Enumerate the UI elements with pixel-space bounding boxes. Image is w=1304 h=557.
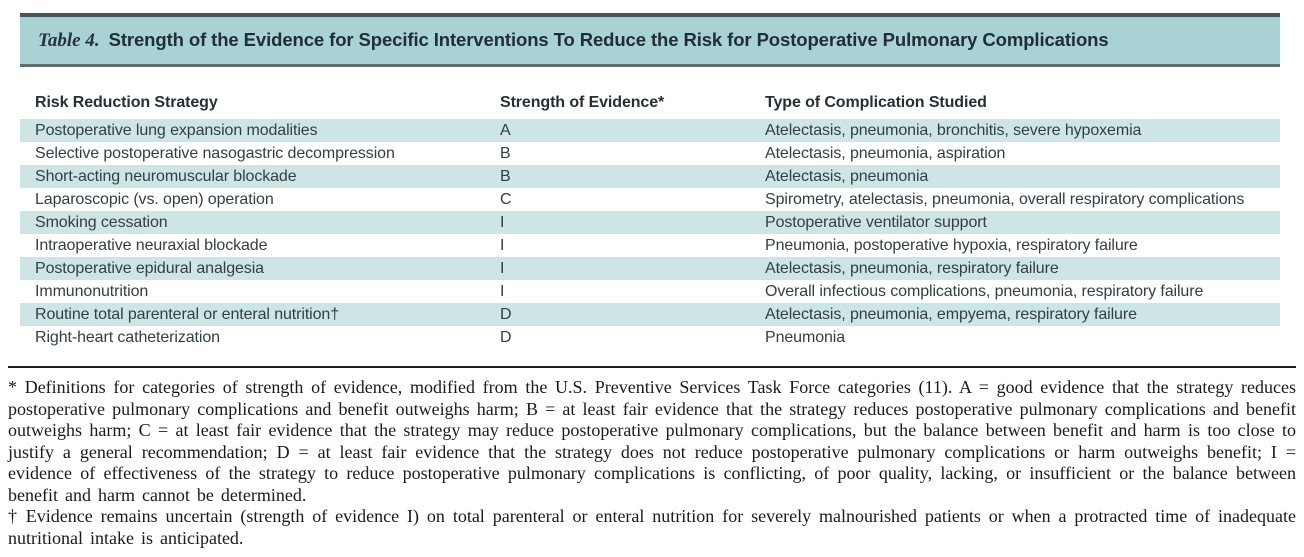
table-row: Short-acting neuromuscular blockade B At… xyxy=(20,165,1280,188)
cell-strategy: Routine total parenteral or enteral nutr… xyxy=(35,306,340,323)
cell-evidence: B xyxy=(500,168,511,185)
cell-strategy: Postoperative lung expansion modalities xyxy=(35,122,318,139)
cell-complication: Postoperative ventilator support xyxy=(765,214,987,231)
cell-complication: Atelectasis, pneumonia, aspiration xyxy=(765,145,1006,162)
table-caption-title: Strength of the Evidence for Specific In… xyxy=(108,29,1109,50)
evidence-table: Risk Reduction Strategy Strength of Evid… xyxy=(20,67,1280,349)
cell-evidence: I xyxy=(500,214,505,231)
cell-evidence: I xyxy=(500,260,505,277)
cell-strategy: Smoking cessation xyxy=(35,214,168,231)
table-caption-label: Table 4. xyxy=(38,30,100,51)
header-row: Risk Reduction Strategy Strength of Evid… xyxy=(20,67,1280,119)
column-header-risk-reduction-strategy: Risk Reduction Strategy xyxy=(35,94,218,111)
footnote-dagger: † Evidence remains uncertain (strength o… xyxy=(8,506,1296,548)
table-row: Right-heart catheterization D Pneumonia xyxy=(20,326,1280,349)
footnote-divider xyxy=(8,366,1296,368)
cell-complication: Atelectasis, pneumonia, respiratory fail… xyxy=(765,260,1059,277)
table-row: Intraoperative neuraxial blockade I Pneu… xyxy=(20,234,1280,257)
table-caption-band: Table 4. Strength of the Evidence for Sp… xyxy=(20,13,1280,67)
cell-strategy: Immunonutrition xyxy=(35,283,149,300)
cell-strategy: Postoperative epidural analgesia xyxy=(35,260,264,277)
table-row: Postoperative epidural analgesia I Atele… xyxy=(20,257,1280,280)
footnote-asterisk: * Definitions for categories of strength… xyxy=(8,377,1296,505)
cell-complication: Overall infectious complications, pneumo… xyxy=(765,283,1204,300)
cell-evidence: A xyxy=(500,122,511,139)
table-row: Postoperative lung expansion modalities … xyxy=(20,119,1280,142)
cell-evidence: I xyxy=(500,283,505,300)
cell-strategy: Selective postoperative nasogastric deco… xyxy=(35,145,395,162)
table-row: Laparoscopic (vs. open) operation C Spir… xyxy=(20,188,1280,211)
table-row: Selective postoperative nasogastric deco… xyxy=(20,142,1280,165)
cell-strategy: Right-heart catheterization xyxy=(35,329,220,346)
cell-strategy: Laparoscopic (vs. open) operation xyxy=(35,191,274,208)
column-header-type-of-complication: Type of Complication Studied xyxy=(765,94,987,111)
cell-complication: Pneumonia xyxy=(765,329,846,346)
cell-complication: Pneumonia, postoperative hypoxia, respir… xyxy=(765,237,1138,254)
cell-complication: Atelectasis, pneumonia, bronchitis, seve… xyxy=(765,122,1142,139)
table-row: Routine total parenteral or enteral nutr… xyxy=(20,303,1280,326)
cell-evidence: I xyxy=(500,237,505,254)
table-row: Immunonutrition I Overall infectious com… xyxy=(20,280,1280,303)
cell-evidence: B xyxy=(500,145,511,162)
cell-complication: Atelectasis, pneumonia xyxy=(765,168,929,185)
cell-complication: Spirometry, atelectasis, pneumonia, over… xyxy=(765,191,1245,208)
cell-evidence: D xyxy=(500,306,512,323)
column-header-strength-of-evidence: Strength of Evidence* xyxy=(500,94,665,111)
table-row: Smoking cessation I Postoperative ventil… xyxy=(20,211,1280,234)
cell-strategy: Short-acting neuromuscular blockade xyxy=(35,168,297,185)
cell-complication: Atelectasis, pneumonia, empyema, respira… xyxy=(765,306,1137,323)
cell-strategy: Intraoperative neuraxial blockade xyxy=(35,237,268,254)
cell-evidence: D xyxy=(500,329,512,346)
cell-evidence: C xyxy=(500,191,512,208)
evidence-table-body: Postoperative lung expansion modalities … xyxy=(20,119,1280,349)
evidence-table-header: Risk Reduction Strategy Strength of Evid… xyxy=(20,67,1280,119)
